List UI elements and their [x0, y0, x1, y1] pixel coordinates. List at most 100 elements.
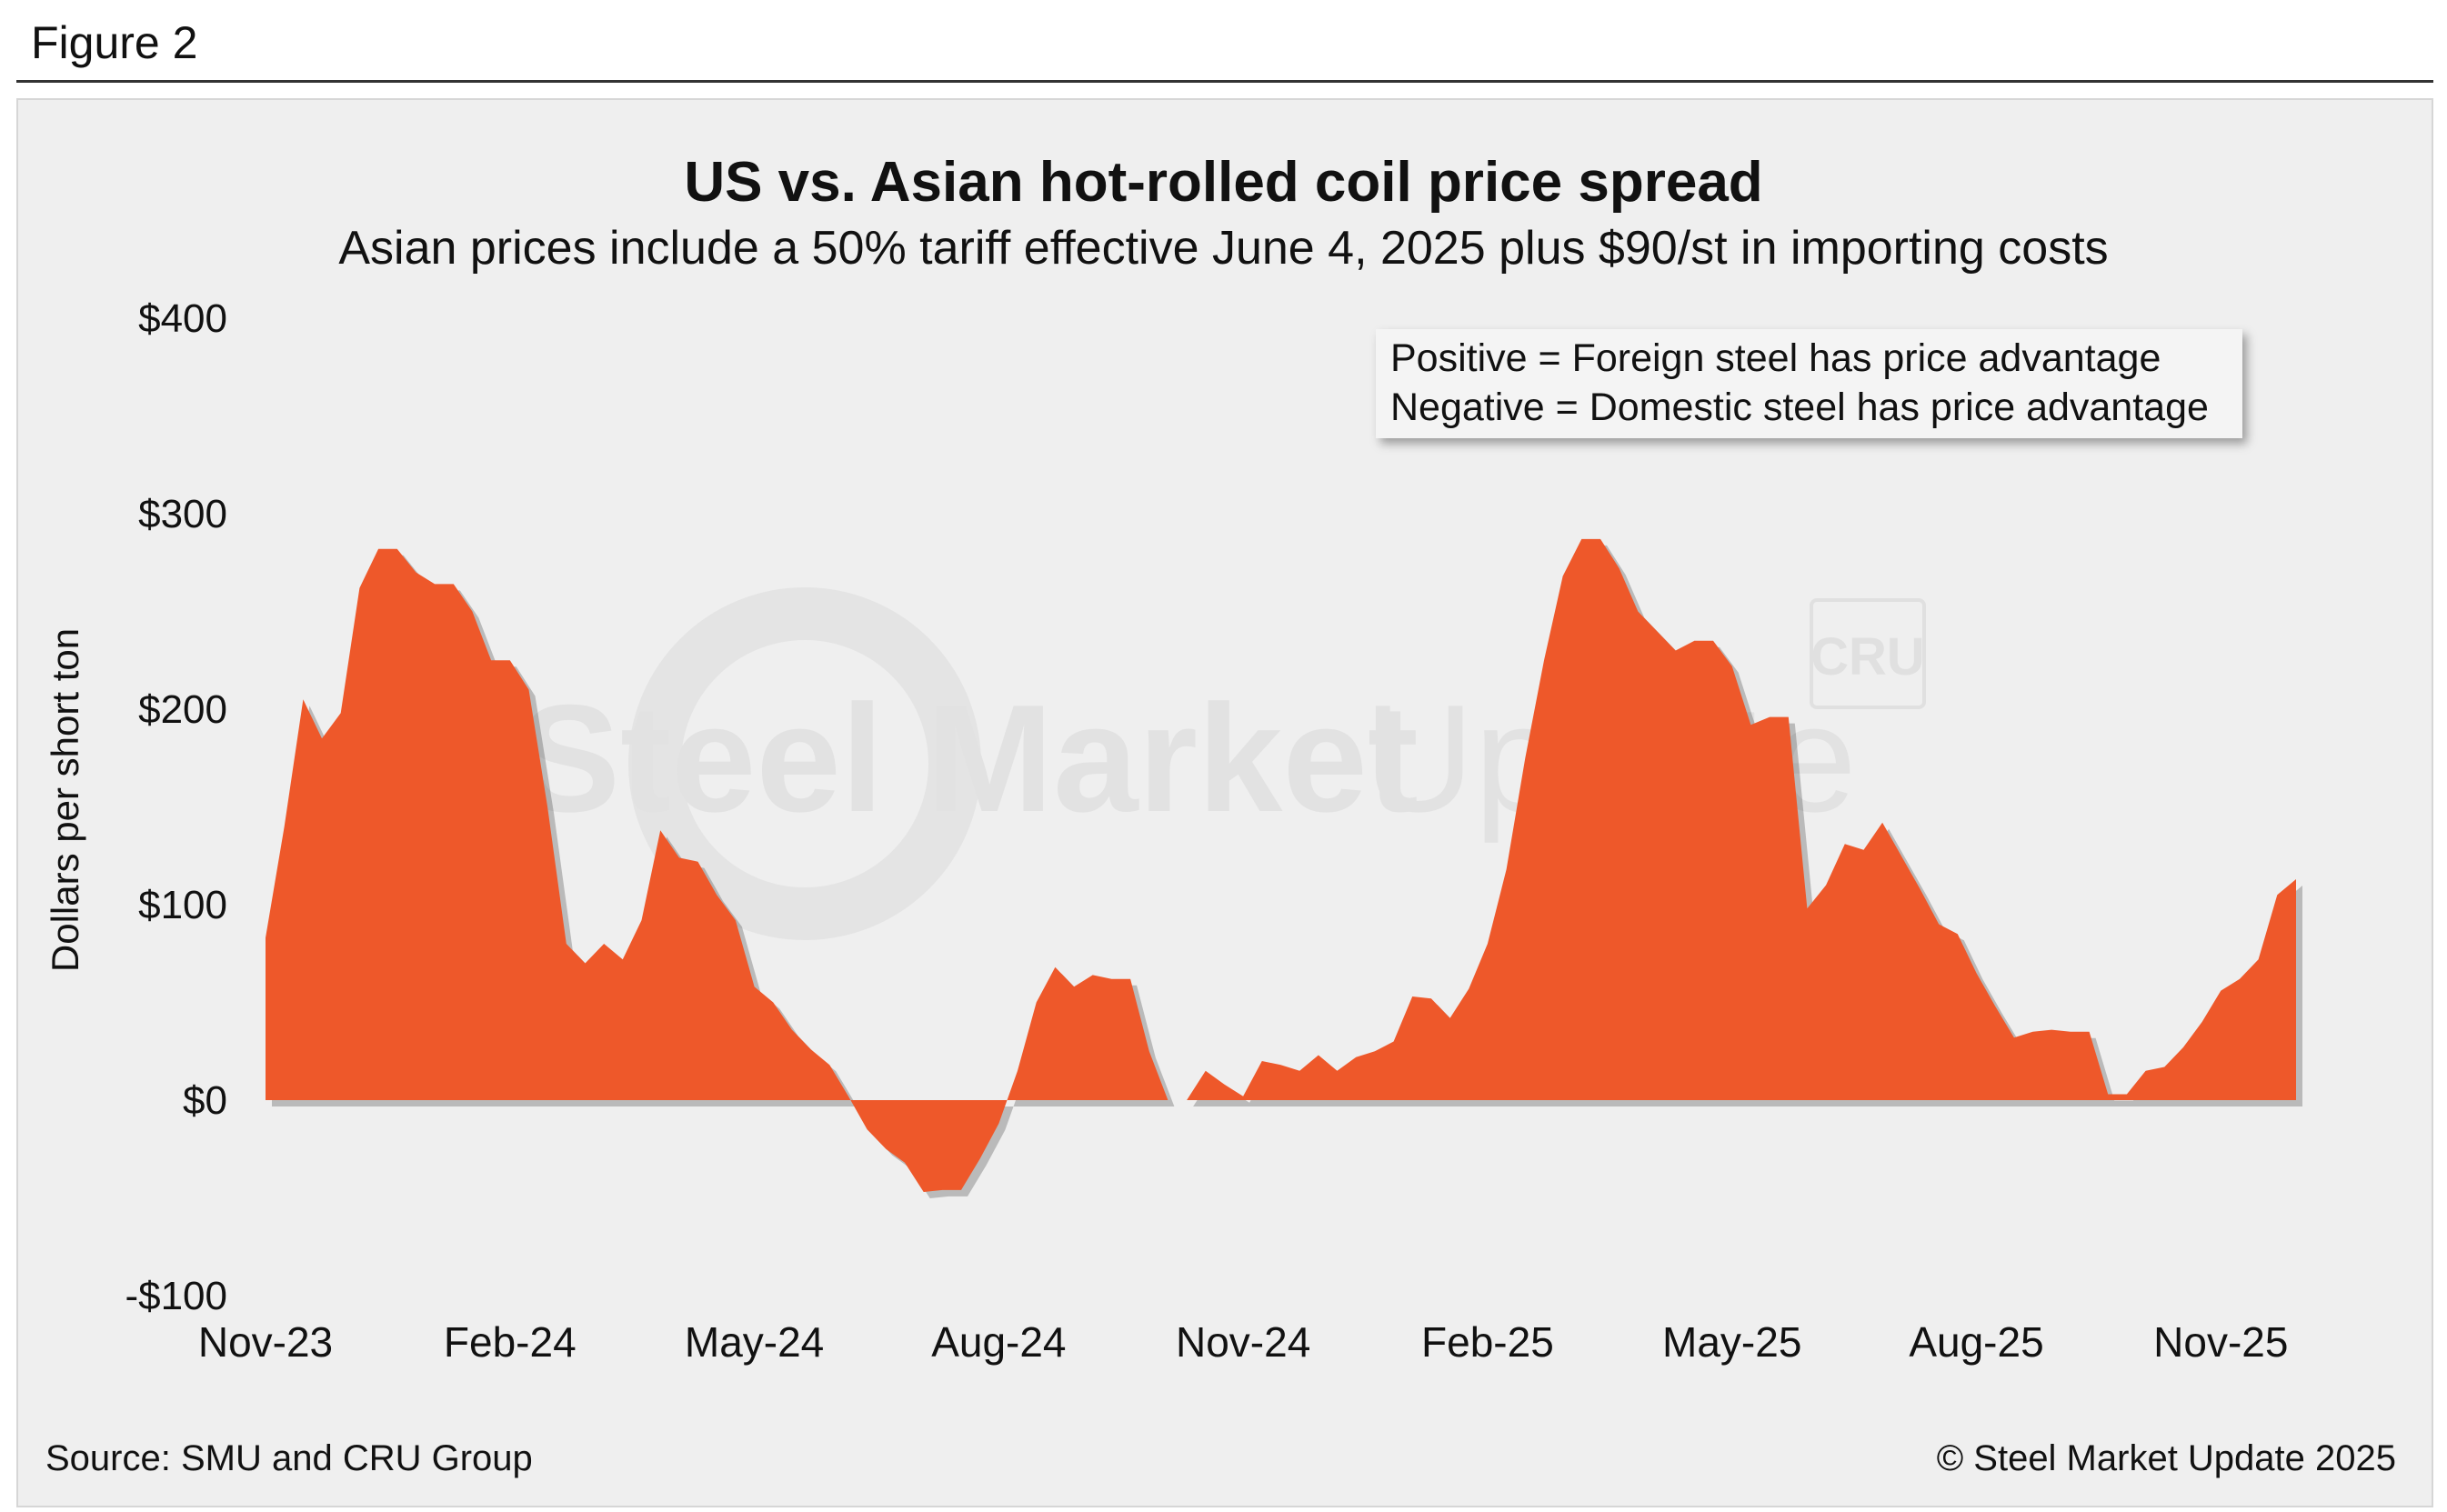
data-point: [376, 546, 381, 552]
data-point: [733, 917, 738, 923]
data-point: [902, 1160, 908, 1166]
data-point: [2200, 1019, 2205, 1025]
data-point: [1279, 1062, 1284, 1067]
data-point: [1691, 638, 1697, 644]
data-point: [413, 570, 418, 576]
data-point: [601, 941, 607, 946]
data-point: [657, 827, 663, 833]
figure-label: Figure 2: [31, 17, 198, 68]
data-point: [808, 1046, 814, 1052]
data-point: [714, 892, 719, 897]
watermark-badge-frame: [1810, 598, 1926, 709]
data-point: [2293, 876, 2299, 882]
data-point: [1955, 931, 1961, 936]
data-point: [1974, 970, 1980, 976]
data-point: [1504, 866, 1509, 872]
source-note: Source: SMU and CRU Group: [45, 1438, 533, 1478]
data-point: [1767, 715, 1772, 720]
data-point: [1485, 941, 1490, 946]
data-point: [1184, 1097, 1189, 1103]
data-point: [1222, 1082, 1228, 1087]
legend-negative: Negative = Domestic steel has price adva…: [1390, 386, 2209, 429]
data-point: [469, 609, 475, 615]
data-point: [1560, 574, 1566, 579]
data-point: [2256, 956, 2261, 962]
data-point: [1372, 1048, 1378, 1054]
data-point: [1448, 1016, 1453, 1021]
y-tick-label: $100: [138, 883, 227, 927]
data-point: [319, 736, 325, 741]
data-point: [338, 710, 344, 716]
x-tick-label: Feb-25: [1421, 1318, 1554, 1366]
y-tick-label: $0: [183, 1078, 227, 1123]
data-point: [789, 1027, 795, 1033]
data-point: [2105, 1092, 2111, 1097]
data-point: [696, 859, 701, 865]
data-point: [939, 1187, 945, 1193]
data-point: [300, 696, 306, 702]
data-point: [1579, 536, 1584, 542]
x-tick-label: Aug-24: [931, 1318, 1066, 1366]
y-tick-label: $200: [138, 687, 227, 732]
copyright-note: © Steel Market Update 2025: [1936, 1438, 2396, 1478]
data-point: [1522, 756, 1528, 761]
data-point: [1541, 657, 1547, 663]
data-point: [677, 855, 682, 860]
data-point: [1391, 1039, 1397, 1045]
data-point: [488, 657, 494, 663]
data-point: [1880, 820, 1885, 826]
data-point: [1203, 1068, 1208, 1074]
x-tick-label: May-25: [1662, 1318, 1801, 1366]
data-point: [2049, 1027, 2054, 1033]
y-tick-label: $400: [138, 296, 227, 341]
data-point: [1316, 1053, 1321, 1058]
data-point: [356, 586, 362, 591]
data-point: [1842, 841, 1848, 846]
data-point: [1466, 986, 1471, 992]
data-point: [2237, 976, 2242, 982]
data-point: [1918, 886, 1923, 892]
data-point: [1015, 1068, 1020, 1074]
x-tick-label: Nov-25: [2153, 1318, 2288, 1366]
data-point: [1409, 994, 1415, 999]
data-point: [564, 941, 569, 946]
data-point: [545, 805, 550, 810]
data-point: [1090, 972, 1096, 977]
watermark-text-bold: Steel Market: [518, 673, 1419, 844]
data-point: [996, 1121, 1001, 1126]
data-point: [507, 657, 513, 663]
data-point: [883, 1147, 888, 1152]
figure-divider: [16, 80, 2433, 83]
data-point: [827, 1062, 832, 1067]
data-point: [1899, 853, 1904, 858]
data-point: [1335, 1068, 1340, 1074]
x-tick-label: Nov-23: [198, 1318, 333, 1366]
data-point: [2161, 1065, 2167, 1070]
legend-box: Positive = Foreign steel has price advan…: [1376, 329, 2242, 438]
data-point: [1654, 628, 1660, 634]
data-point: [1108, 976, 1114, 982]
data-point: [1240, 1094, 1246, 1099]
watermark-ring: [628, 587, 981, 940]
data-point: [1823, 883, 1829, 888]
data-point: [1804, 906, 1810, 911]
area-shadow: [272, 545, 2302, 1198]
data-point: [1730, 664, 1735, 669]
data-point: [583, 961, 588, 966]
data-point: [1617, 566, 1622, 571]
y-axis: $400 $300 $200 $100 $0 -$100: [125, 296, 227, 1318]
data-point: [846, 1094, 851, 1099]
series-layer: [266, 536, 2302, 1198]
data-point: [639, 917, 645, 923]
spread-area-series: [266, 538, 2296, 1192]
data-point: [1429, 996, 1434, 1001]
data-point: [1034, 1000, 1039, 1006]
data-point: [282, 824, 287, 829]
legend-positive: Positive = Foreign steel has price advan…: [1390, 336, 2161, 380]
data-point: [2218, 988, 2223, 994]
data-point: [1165, 1097, 1170, 1103]
x-axis: Nov-23 Feb-24 May-24 Aug-24 Nov-24 Feb-25 May-…: [198, 1318, 2289, 1366]
data-point: [1353, 1055, 1359, 1060]
data-point: [1786, 715, 1791, 720]
